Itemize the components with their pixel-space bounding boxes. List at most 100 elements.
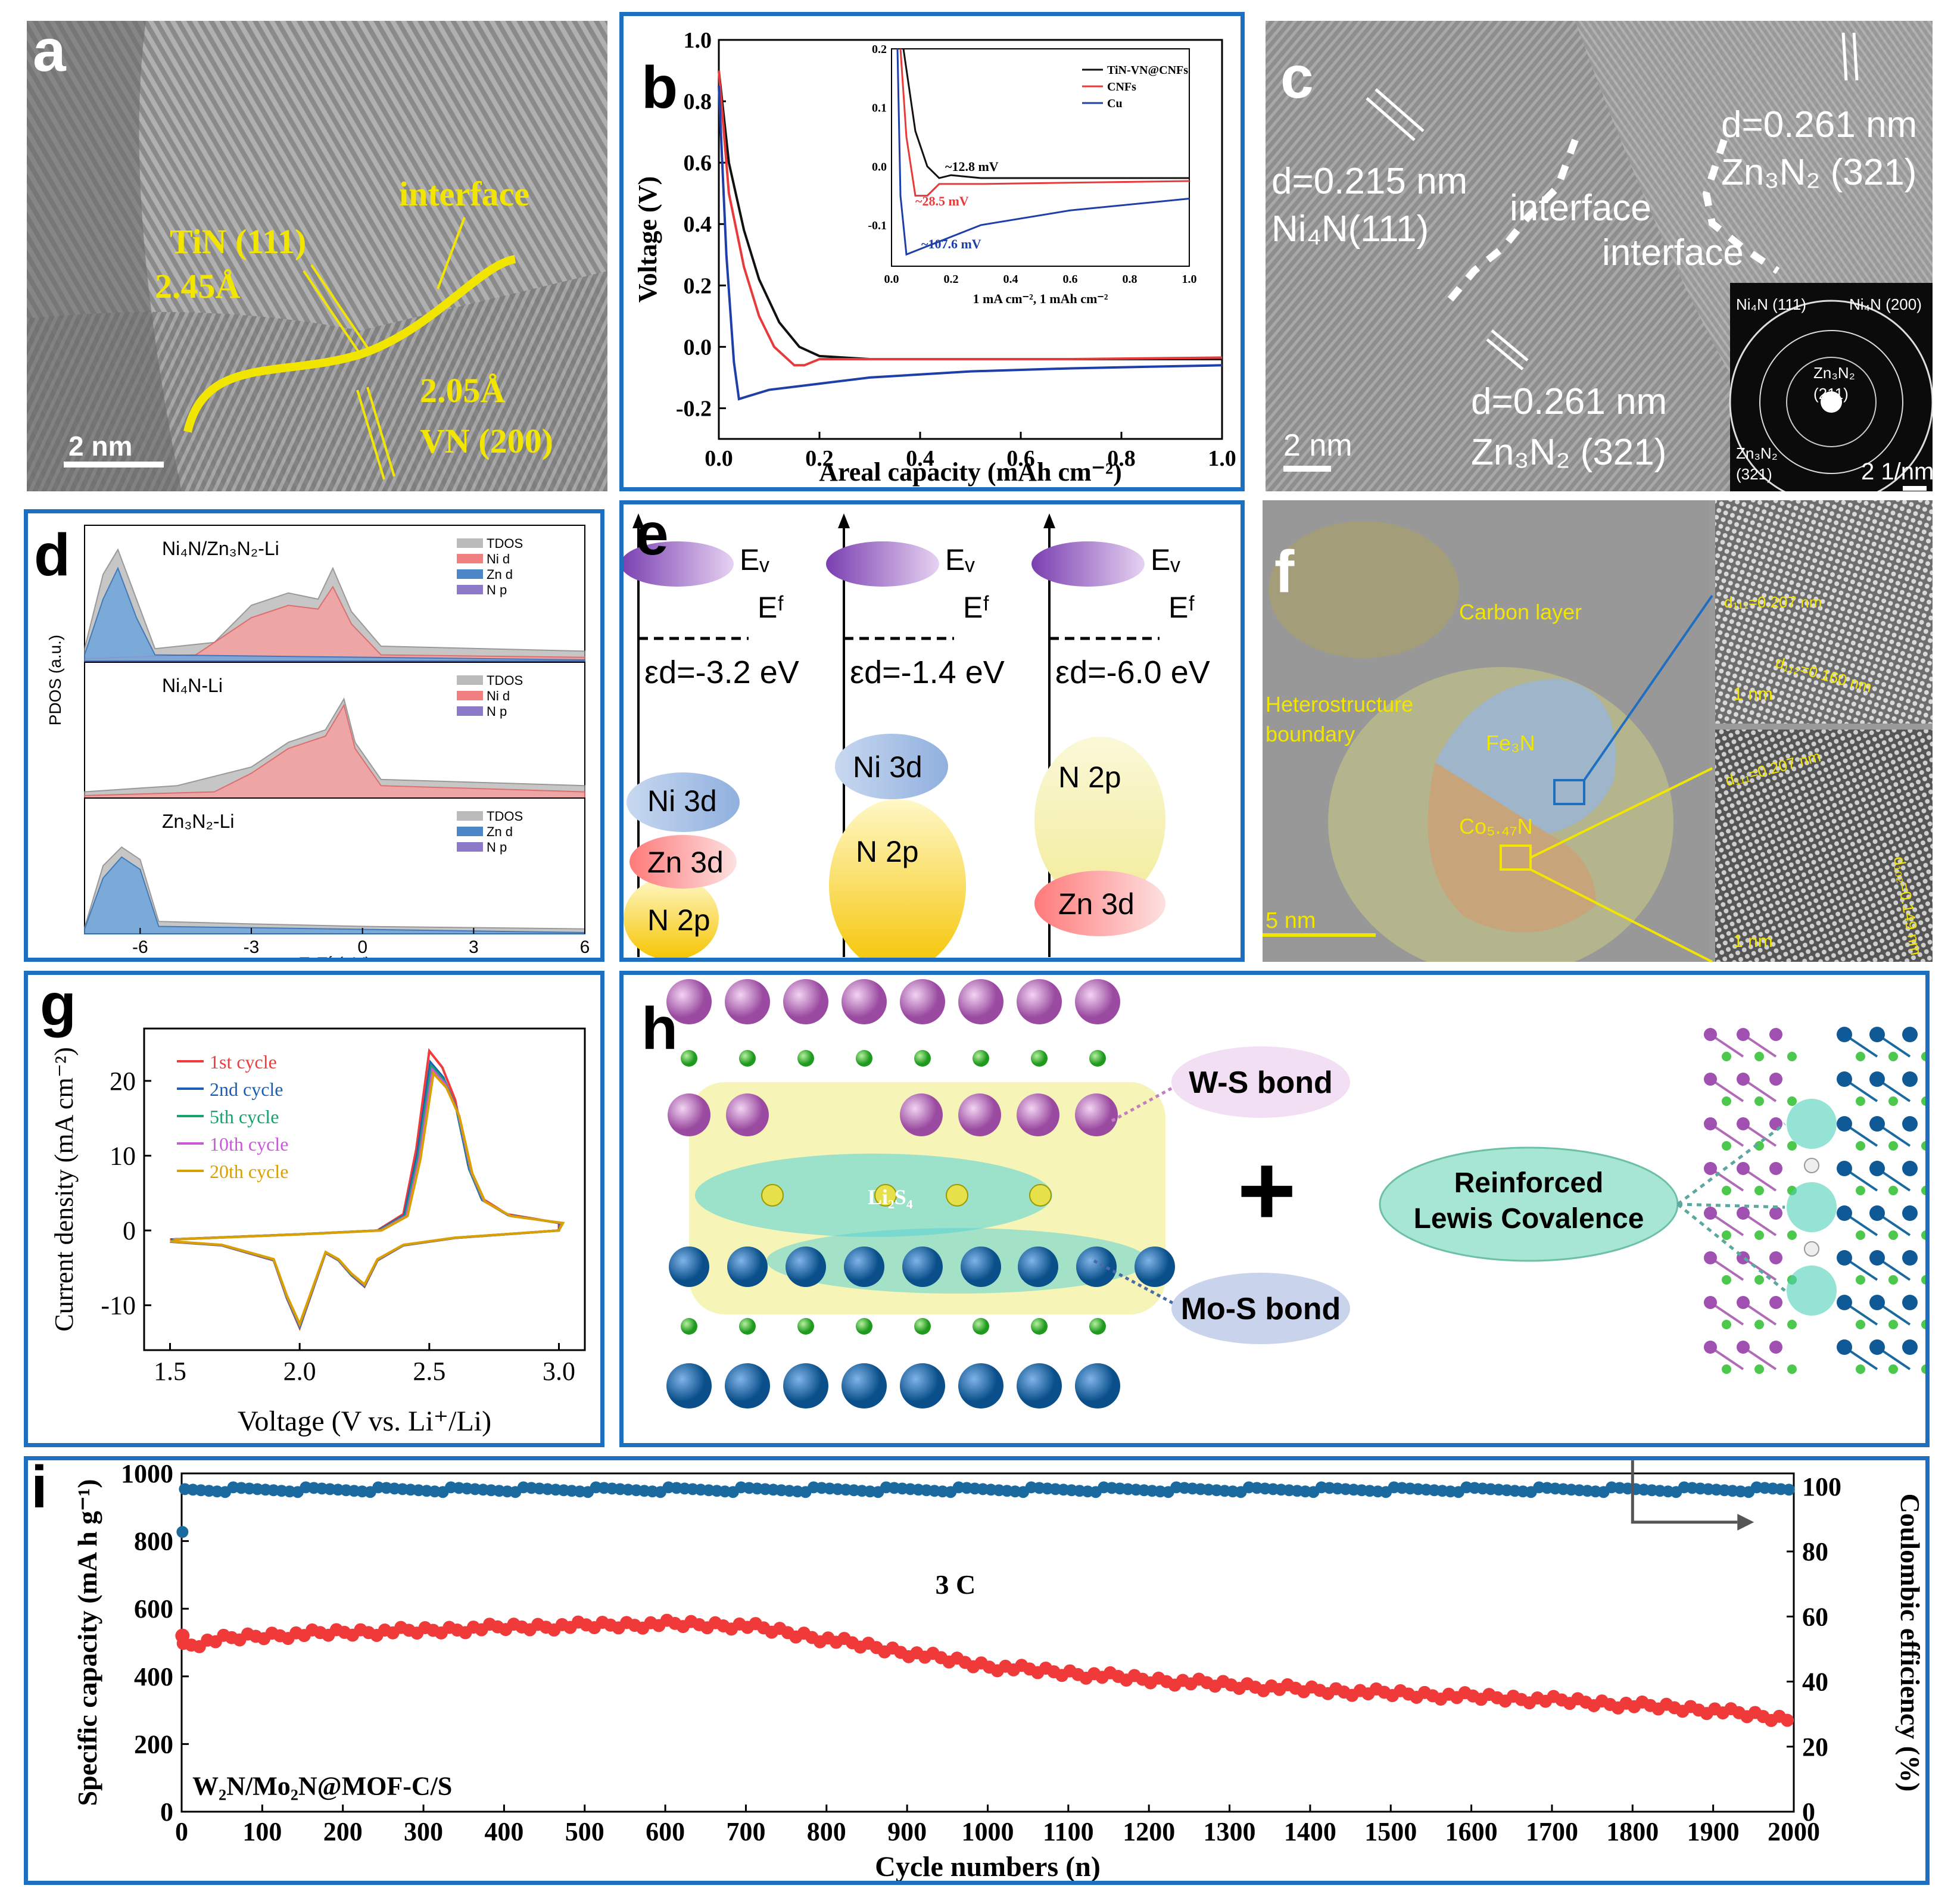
x-tick-label: 1000 — [962, 1817, 1014, 1846]
atom-s-small — [1722, 1364, 1731, 1374]
atom-mo-small — [1837, 1027, 1852, 1042]
bond-w-s — [1742, 1033, 1777, 1058]
atom-mo-small — [1902, 1250, 1918, 1266]
y-tick-label: 0 — [123, 1216, 136, 1245]
mos-bond-label: Mo-S bond — [1181, 1292, 1341, 1326]
f-scale: 5 nm — [1266, 908, 1316, 933]
right-axis-arrowhead — [1737, 1513, 1754, 1531]
x-tick-label: 0.6 — [1006, 446, 1035, 471]
y-tick-label: 800 — [134, 1527, 173, 1556]
bond-w-s — [1742, 1346, 1777, 1370]
x-tick-label: 0.8 — [1107, 446, 1136, 471]
x-tick-label: -6 — [132, 937, 148, 957]
orbital-label: N 2p — [856, 835, 919, 868]
atom-w-small — [1737, 1207, 1750, 1220]
orbital-label: N 2p — [647, 903, 710, 937]
orbital-label: N 2p — [1058, 761, 1121, 794]
orbital-label: Ni 3d — [647, 784, 717, 818]
panel-g-letter: g — [40, 971, 77, 1038]
atom-s-small — [1856, 1141, 1865, 1151]
atom-s-small — [1722, 1186, 1731, 1195]
c-plane-bottom: Zn₃N₂ (321) — [1471, 432, 1666, 473]
pdos-area-1-1 — [84, 703, 585, 799]
bond-w-s — [1709, 1257, 1744, 1281]
atom-mo-small — [1902, 1205, 1918, 1221]
inset-annotation: ~28.5 mV — [915, 194, 969, 208]
f-fe3n: Fe₃N — [1486, 731, 1535, 755]
atom-s-small — [1787, 1230, 1797, 1240]
x-tick-label: 1900 — [1687, 1817, 1740, 1846]
plot-frame — [180, 1472, 1795, 1813]
x-tick-label: 1100 — [1043, 1817, 1094, 1846]
atom-mo-small — [1837, 1250, 1852, 1266]
atom-s-small — [1856, 1364, 1865, 1374]
atom-s-li2s4 — [874, 1184, 897, 1207]
atom-w-small — [1769, 1207, 1782, 1220]
legend-label: 2nd cycle — [210, 1079, 283, 1100]
pdos-legend-swatch — [457, 569, 483, 579]
pdos-legend-label: Ni d — [487, 551, 510, 566]
inset-x-tick-label: 0.2 — [944, 273, 959, 286]
panel-h-letter: h — [641, 995, 678, 1062]
y-tick-label: 10 — [110, 1141, 136, 1170]
panel-f: Carbon layer Heterostructure boundary Fe… — [1263, 500, 1933, 962]
atom-s — [973, 1050, 989, 1067]
atom-s-small — [1722, 1052, 1731, 1061]
atom-w-top — [1017, 979, 1062, 1024]
atom-s-small — [1856, 1275, 1865, 1285]
inset-x-tick-label: 0.8 — [1123, 273, 1137, 286]
atom-mo-small — [1902, 1295, 1918, 1310]
a-scale: 2 nm — [68, 431, 132, 462]
atom-li-small — [1804, 1158, 1819, 1173]
atom-mo-small — [1837, 1071, 1852, 1087]
x-tick-label: 1300 — [1204, 1817, 1256, 1846]
atom-s-small — [1754, 1230, 1764, 1240]
panel-c: d=0.215 nm Ni₄N(111) interface interface… — [1266, 21, 1933, 491]
atom-s-li2s4 — [761, 1184, 784, 1207]
valence-band-ellipse — [1031, 541, 1145, 587]
atom-w-top — [842, 979, 887, 1024]
c-d-bottom: d=0.261 nm — [1471, 381, 1667, 422]
ev-label: Eᵥ — [740, 543, 769, 577]
x-tick-label: 3.0 — [543, 1357, 575, 1386]
atom-mo-small — [1869, 1295, 1885, 1310]
x-tick-label: 1600 — [1445, 1817, 1498, 1846]
c-scale: 2 nm — [1283, 428, 1352, 463]
bond-w-s — [1742, 1123, 1777, 1147]
atom-s-small — [1888, 1364, 1898, 1374]
atom-mo-bottom — [958, 1363, 1003, 1408]
orbital-n2p — [624, 877, 719, 958]
atom-w-small — [1704, 1028, 1717, 1041]
bond-w-s — [1742, 1167, 1777, 1192]
atom-s-small — [1754, 1186, 1764, 1195]
energy-axis-arrow — [838, 513, 850, 528]
atom-s-small — [1722, 1230, 1731, 1240]
c-saed-label: Ni₄N (111) — [1736, 295, 1806, 313]
atom-w-small — [1704, 1162, 1717, 1175]
x-tick-label: 2000 — [1768, 1817, 1820, 1846]
atom-s-small — [1787, 1320, 1797, 1329]
rate-label: 3 C — [935, 1569, 976, 1600]
panel-a-letter: a — [33, 21, 66, 84]
chart-g: 1.5 2.0 2.5 3.0 -10 0 10 20 1st cycle 2nd cycle 5t… — [49, 1027, 586, 1437]
bond-w-s — [1742, 1078, 1777, 1102]
x-tick-label: 500 — [565, 1817, 604, 1846]
inset-annotation: ~12.8 mV — [945, 159, 999, 174]
capacity-point — [1781, 1713, 1794, 1727]
atom-mo-small — [1837, 1161, 1852, 1176]
x-tick-label: 1800 — [1606, 1817, 1659, 1846]
atom-w-small — [1769, 1341, 1782, 1354]
atom-w-small — [1737, 1162, 1750, 1175]
y-tick-label: 0.8 — [684, 89, 712, 114]
y-axis-label: Specific capacity (mA h g⁻¹) — [72, 1479, 102, 1806]
atom-w-top — [958, 979, 1003, 1024]
atom-mo-bottom — [1017, 1363, 1062, 1408]
y2-tick-label: 20 — [1802, 1732, 1828, 1762]
panel-c-letter: c — [1280, 44, 1314, 111]
interface-line — [183, 255, 516, 433]
atom-s — [1089, 1318, 1106, 1335]
atom-s-small — [1722, 1320, 1731, 1329]
pdos-legend-swatch — [457, 842, 483, 852]
a-d2: 2.05Å — [420, 371, 506, 410]
ef-label: Eᶠ — [1168, 591, 1195, 624]
